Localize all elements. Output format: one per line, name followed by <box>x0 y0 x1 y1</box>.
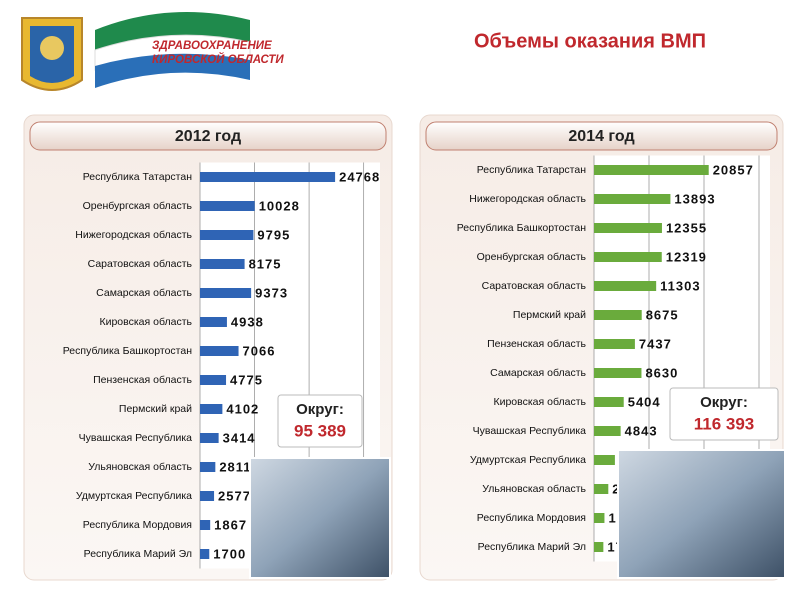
bar <box>594 513 605 523</box>
bar <box>594 310 642 320</box>
category-label: Кировская область <box>493 396 586 408</box>
bar <box>594 484 609 494</box>
bar <box>594 368 642 378</box>
bar <box>594 223 662 233</box>
bar <box>594 194 671 204</box>
category-label: Самарская область <box>96 287 192 299</box>
value-label: 2577 <box>218 488 251 503</box>
total-box <box>277 394 363 448</box>
panel-title-bg <box>29 121 387 151</box>
value-label: 4102 <box>226 401 259 416</box>
category-label: Ульяновская область <box>482 483 586 495</box>
panel-title-bg <box>425 121 778 151</box>
category-label: Республика Татарстан <box>83 171 193 183</box>
bar <box>200 259 245 269</box>
total-title: Округ: <box>700 394 748 411</box>
category-label: Республика Башкортостан <box>457 222 586 234</box>
bar <box>200 172 336 182</box>
value-label: 12355 <box>666 220 707 235</box>
category-label: Пензенская область <box>487 338 586 350</box>
bar <box>200 491 215 501</box>
value-label: 9373 <box>255 285 288 300</box>
category-label: Пермский край <box>119 403 192 415</box>
bar <box>594 455 615 465</box>
category-label: Пермский край <box>513 309 586 321</box>
category-label: Оренбургская область <box>83 200 193 212</box>
bar <box>200 404 223 414</box>
category-label: Республика Марий Эл <box>478 541 586 553</box>
value-label: 8175 <box>249 256 282 271</box>
category-label: Чувашская Республика <box>79 432 193 444</box>
category-label: Удмуртская Республика <box>470 454 586 466</box>
bar <box>200 230 254 240</box>
photo <box>249 457 391 579</box>
value-label: 5404 <box>628 394 661 409</box>
category-label: Республика Башкортостан <box>63 345 192 357</box>
bar <box>200 433 219 443</box>
bar <box>594 542 604 552</box>
value-label: 7437 <box>639 336 672 351</box>
category-label: Республика Мордовия <box>477 512 586 524</box>
category-label: Нижегородская область <box>75 229 192 241</box>
value-label: 9795 <box>257 227 290 242</box>
value-label: 20857 <box>713 162 754 177</box>
category-label: Республика Марий Эл <box>84 548 192 560</box>
value-label: 3414 <box>223 430 256 445</box>
category-label: Ульяновская область <box>88 461 192 473</box>
bar <box>594 339 635 349</box>
total-title: Округ: <box>296 401 344 418</box>
value-label: 10028 <box>259 198 300 213</box>
bar <box>594 426 621 436</box>
category-label: Кировская область <box>99 316 192 328</box>
bar <box>200 549 210 559</box>
logo <box>21 12 251 91</box>
value-label: 8630 <box>645 365 678 380</box>
bar <box>200 317 227 327</box>
value-label: 4938 <box>231 314 264 329</box>
category-label: Республика Мордовия <box>83 519 192 531</box>
category-label: Оренбургская область <box>477 251 587 263</box>
panel-title: 2012 год <box>175 128 241 145</box>
value-label: 4775 <box>230 372 263 387</box>
category-label: Чувашская Республика <box>473 425 587 437</box>
value-label: 13893 <box>674 191 715 206</box>
value-label: 2811 <box>219 459 251 474</box>
panel-title: 2014 год <box>568 128 634 145</box>
header-line: ЗДРАВООХРАНЕНИЕ <box>152 40 272 52</box>
total-value: 116 393 <box>694 414 755 433</box>
category-label: Саратовская область <box>88 258 193 270</box>
category-label: Удмуртская Республика <box>76 490 192 502</box>
bar <box>594 165 709 175</box>
value-label: 4843 <box>625 423 658 438</box>
bar <box>200 375 227 385</box>
value-label: 11303 <box>660 278 700 293</box>
value-label: 7066 <box>243 343 276 358</box>
value-label: 1700 <box>213 546 246 561</box>
bar <box>200 520 211 530</box>
header-line: КИРОВСКОЙ ОБЛАСТИ <box>152 53 284 66</box>
value-label: 24768 <box>339 169 380 184</box>
total-value: 95 389 <box>294 421 346 440</box>
bar <box>200 346 239 356</box>
category-label: Самарская область <box>490 367 586 379</box>
category-label: Республика Татарстан <box>477 164 587 176</box>
photo <box>617 449 786 579</box>
bar <box>200 288 252 298</box>
value-label: 1867 <box>214 517 247 532</box>
bar <box>594 397 624 407</box>
value-label: 8675 <box>646 307 679 322</box>
bar <box>200 462 216 472</box>
category-label: Пензенская область <box>93 374 192 386</box>
slide-title: Объемы оказания ВМП <box>474 30 706 52</box>
category-label: Саратовская область <box>482 280 587 292</box>
value-label: 12319 <box>666 249 707 264</box>
total-box <box>669 387 779 441</box>
bar <box>594 281 657 291</box>
bar <box>594 252 662 262</box>
category-label: Нижегородская область <box>469 193 586 205</box>
bar <box>200 201 255 211</box>
